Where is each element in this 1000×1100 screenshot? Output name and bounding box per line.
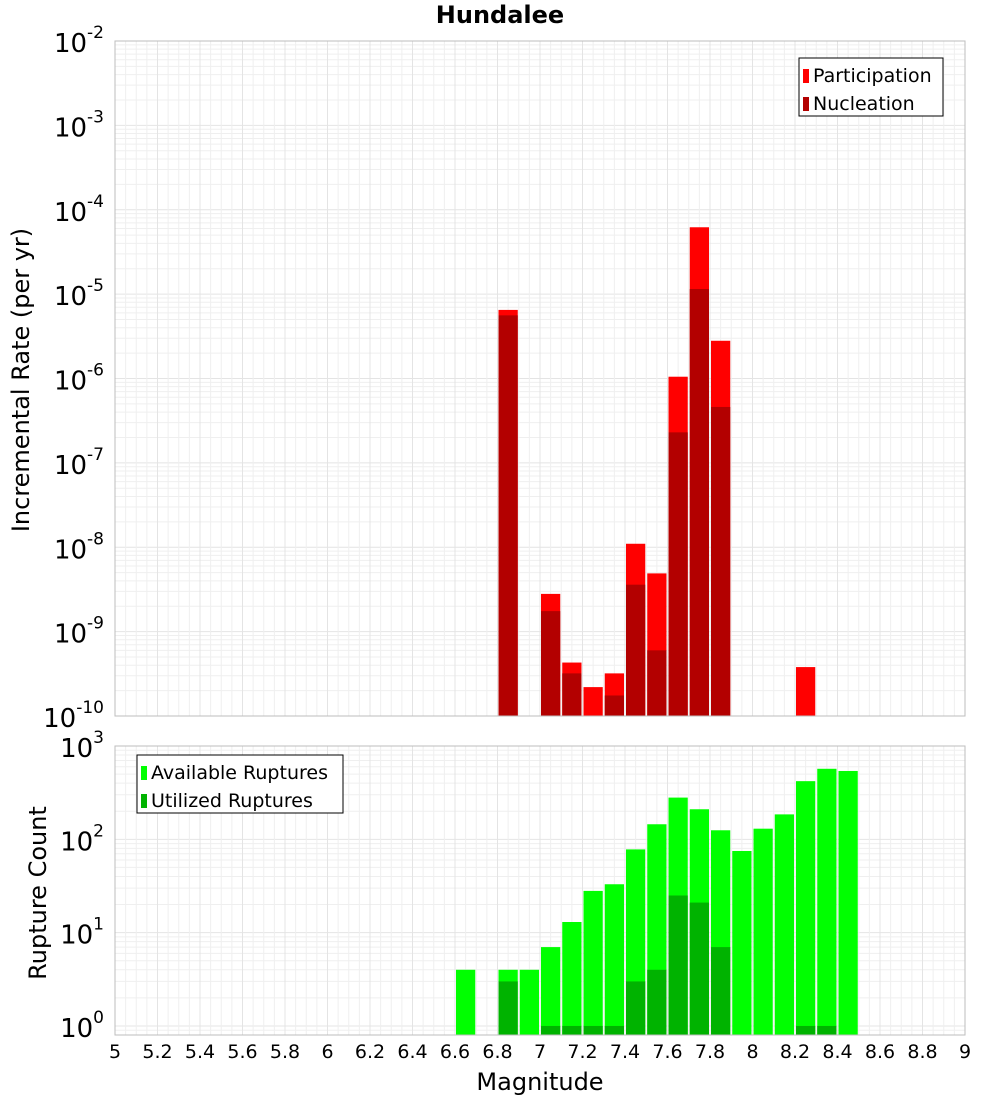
x-tick-label: 8.8 [907,1041,937,1063]
bar-participation-8.25 [796,667,816,716]
x-tick-label: 5.4 [185,1041,215,1063]
chart-title: Hundalee [436,1,564,29]
bar-nucleation-7.55 [647,650,667,716]
bottom-y-axis-title: Rupture Count [24,806,52,980]
bar-available-ruptures-7.95 [732,850,752,1035]
legend-label: Participation [813,65,932,87]
y-tick-label: 10-8 [54,529,104,565]
y-tick-label: 10-9 [54,614,104,650]
x-axis-title: Magnitude [476,1068,603,1096]
x-tick-label: 5.2 [142,1041,172,1063]
bar-available-ruptures-6.65 [456,969,476,1035]
legend-swatch [141,794,147,808]
x-tick-label: 8.2 [780,1041,810,1063]
y-tick-label: 10-4 [54,192,104,228]
bar-nucleation-7.05 [541,611,561,716]
bar-available-ruptures-8.25 [796,781,816,1035]
legend: Participation Nucleation [798,57,944,117]
bar-nucleation-7.35 [604,695,624,716]
legend: Available Ruptures Utilized Ruptures [136,754,344,814]
bar-utilized-ruptures-7.75 [689,902,709,1035]
bar-available-ruptures-8.35 [817,768,837,1035]
bar-available-ruptures-8.45 [838,770,858,1035]
top-y-axis-title: Incremental Rate (per yr) [7,228,35,532]
bar-available-ruptures-6.95 [519,969,539,1035]
bar-utilized-ruptures-7.55 [647,969,667,1035]
bar-participation-7.25 [583,687,603,716]
y-tick-label: 10-3 [54,107,104,143]
legend-label: Nucleation [813,93,915,115]
bar-available-ruptures-8.15 [774,814,794,1035]
y-tick-label: 10-7 [54,445,104,481]
legend-swatch [141,766,147,780]
x-tick-label: 8 [746,1041,758,1063]
bar-available-ruptures-7.35 [604,884,624,1035]
bar-utilized-ruptures-7.25 [583,1025,603,1035]
bar-utilized-ruptures-7.05 [541,1025,561,1035]
y-tick-label: 10-5 [54,276,104,312]
x-tick-label: 7.8 [695,1041,725,1063]
bar-utilized-ruptures-7.65 [668,895,688,1035]
bar-utilized-ruptures-6.85 [498,981,518,1035]
y-tick-label: 10-2 [54,23,104,59]
bar-nucleation-7.85 [711,406,731,716]
x-tick-label: 5 [109,1041,121,1063]
legend-label: Available Ruptures [151,762,328,784]
x-tick-label: 7 [534,1041,546,1063]
x-tick-label: 7.2 [567,1041,597,1063]
bar-utilized-ruptures-8.25 [796,1025,816,1035]
bar-nucleation-7.65 [668,432,688,716]
bar-available-ruptures-7.05 [541,947,561,1035]
y-tick-label: 100 [60,1008,104,1044]
x-tick-label: 5.8 [270,1041,300,1063]
bar-nucleation-7.75 [689,289,709,716]
plot-frame [114,745,966,1036]
x-tick-label: 8.6 [865,1041,895,1063]
x-tick-label: 9 [959,1041,971,1063]
y-tick-label: 103 [60,728,104,764]
legend-box [798,57,944,117]
x-tick-label: 5.6 [227,1041,257,1063]
legend-box [136,754,344,814]
bar-utilized-ruptures-7.35 [604,1025,624,1035]
bar-available-ruptures-8.05 [753,828,773,1035]
y-tick-label: 10-10 [43,698,104,734]
x-tick-label: 6.6 [440,1041,470,1063]
bar-utilized-ruptures-7.85 [711,947,731,1035]
bar-utilized-ruptures-8.35 [817,1025,837,1035]
bar-nucleation-6.85 [498,315,518,716]
x-tick-label: 6 [321,1041,333,1063]
bar-nucleation-7.45 [626,584,646,716]
bar-available-ruptures-7.25 [583,890,603,1035]
top-plot: 10-10 10-9 10-8 10-7 10-6 10-5 10-4 10-3 10-2 Par… [43,23,966,734]
y-tick-label: 102 [60,821,104,857]
legend-label: Utilized Ruptures [151,790,313,812]
legend-swatch [803,69,809,83]
x-tick-label: 7.6 [652,1041,682,1063]
x-tick-label: 6.8 [482,1041,512,1063]
plot-frame [114,40,966,717]
bar-utilized-ruptures-7.15 [562,1025,582,1035]
legend-swatch [803,97,809,111]
x-tick-label: 7.4 [610,1041,640,1063]
y-tick-label: 101 [60,915,104,951]
bar-utilized-ruptures-7.45 [626,981,646,1035]
bar-available-ruptures-7.15 [562,922,582,1035]
y-tick-label: 10-6 [54,361,104,397]
bar-nucleation-7.15 [562,673,582,716]
x-tick-label: 8.4 [822,1041,852,1063]
x-tick-label: 6.4 [397,1041,427,1063]
x-tick-label: 6.2 [355,1041,385,1063]
